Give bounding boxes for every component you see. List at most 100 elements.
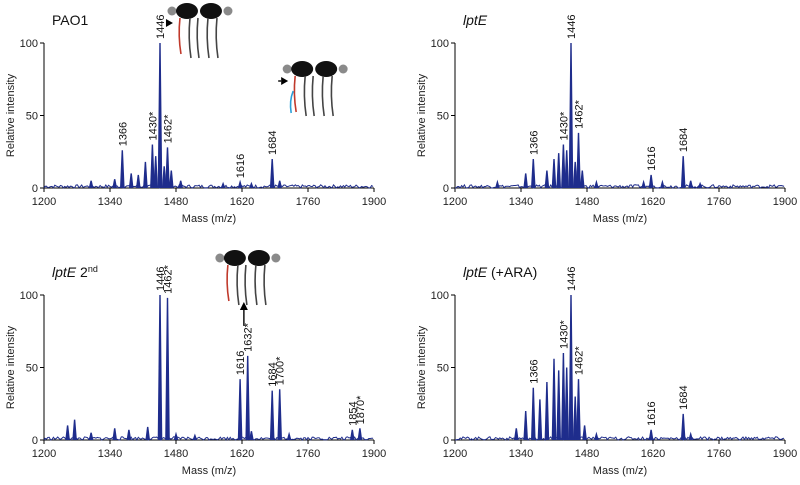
- spectrum-peak: [112, 179, 117, 189]
- spectrum-peak: [237, 179, 243, 189]
- spectrum-panel-2: 0 50 100 1200 1340 1480 1620 1760 1900 Mass (m/z)…: [416, 12, 797, 225]
- x-tick-label: 1620: [641, 196, 665, 208]
- spectrum-peak: [568, 294, 574, 441]
- phosphate-icon: [167, 6, 177, 16]
- spectrum-peak: [112, 428, 117, 441]
- peak-label: 1462*: [574, 99, 586, 128]
- x-tick-label: 1620: [641, 448, 665, 460]
- peak-label: 1462*: [163, 114, 175, 143]
- x-tick-label: 1480: [575, 196, 599, 208]
- acyl-chain-icon: [178, 17, 182, 55]
- acyl-chain-icon: [226, 264, 230, 302]
- spectrum-peak: [161, 166, 167, 189]
- x-tick-label: 1760: [296, 448, 320, 460]
- x-tick-label: 1620: [230, 196, 254, 208]
- title-italic: lptE: [52, 264, 77, 280]
- spectrum-peak: [269, 390, 275, 441]
- spectrum-peak: [277, 389, 282, 441]
- x-tick-label: 1200: [443, 196, 467, 208]
- peak-label: 1366: [117, 122, 129, 146]
- y-tick-label: 50: [437, 111, 449, 123]
- sugar-head-icon: [175, 3, 198, 19]
- x-tick-label: 1200: [443, 448, 467, 460]
- peak-label: 1854: [347, 401, 359, 425]
- sugar-head-icon: [291, 61, 314, 77]
- spectrum-panel-3: 0 50 100 1200 1340 1480 1620 1760 1900 Mass (m/z)…: [5, 250, 386, 477]
- x-tick-label: 1340: [509, 196, 533, 208]
- peak-label: 1446: [566, 267, 578, 291]
- panel-title: lptE (+ARA): [463, 264, 537, 280]
- x-tick-label: 1760: [707, 448, 731, 460]
- spectrum-peak: [145, 426, 150, 441]
- acyl-chain-icon: [263, 264, 267, 306]
- spectrum-peak: [580, 170, 585, 189]
- spectrum-peak: [648, 429, 654, 441]
- spectrum-peak: [165, 297, 170, 441]
- spectrum-peak: [350, 429, 355, 441]
- arrow-head-icon: [239, 302, 248, 310]
- peak-label: 1684: [267, 131, 279, 155]
- y-axis-label: Relative intensity: [416, 325, 428, 409]
- peak-label: 1366: [528, 131, 540, 155]
- phosphate-icon: [223, 6, 233, 16]
- spectrum-peak: [157, 42, 163, 189]
- spectrum-peak: [136, 174, 141, 189]
- y-tick-label: 0: [443, 183, 449, 195]
- x-axis-label: Mass (m/z): [593, 465, 647, 477]
- x-tick-label: 1340: [509, 448, 533, 460]
- y-axis-label: Relative intensity: [416, 73, 428, 157]
- acyl-chain-icon: [236, 264, 240, 306]
- sugar-head-icon: [223, 250, 246, 266]
- peak-label: 1870*: [355, 395, 367, 424]
- spectrum-peak: [641, 179, 646, 189]
- spectrum-peak: [126, 429, 132, 441]
- acyl-chain-icon: [244, 264, 248, 306]
- spectrum-peak: [65, 425, 70, 441]
- spectrum-peak: [286, 431, 292, 441]
- spectrum-peak: [568, 42, 574, 189]
- spectrum-peak: [531, 387, 536, 441]
- spectrum-peak: [576, 132, 581, 189]
- peak-label: 1616: [646, 146, 658, 170]
- x-tick-label: 1200: [32, 196, 56, 208]
- arrow-head-icon: [281, 77, 289, 85]
- y-tick-label: 100: [431, 290, 449, 302]
- x-tick-label: 1900: [773, 196, 797, 208]
- spectrum-peak: [523, 410, 528, 441]
- spectrum-peak: [357, 428, 363, 441]
- peak-label: 1462*: [163, 264, 175, 293]
- peak-label: 1684: [267, 362, 279, 386]
- spectrum-peak: [128, 173, 134, 189]
- peak-label: 1430*: [147, 111, 159, 140]
- spectrum-peak: [120, 150, 125, 189]
- acyl-chain-icon: [206, 17, 210, 59]
- sugar-head-icon: [247, 250, 270, 266]
- spectrum-peak: [523, 173, 528, 189]
- spectrum-peak: [269, 158, 275, 189]
- title-superscript: nd: [88, 264, 98, 274]
- sugar-head-icon: [199, 3, 222, 19]
- x-tick-label: 1900: [362, 196, 386, 208]
- peak-label: 1616: [235, 351, 247, 375]
- spectrum-peak: [173, 431, 179, 441]
- spectrum-peak: [688, 180, 693, 189]
- spectrum-peak: [564, 150, 569, 189]
- x-axis-label: Mass (m/z): [182, 465, 236, 477]
- spectrum-peak: [688, 431, 693, 441]
- phosphate-icon: [338, 64, 348, 74]
- spectrum-peak: [572, 161, 578, 189]
- spectrum-peak: [556, 153, 561, 189]
- panel-title: PAO1: [52, 12, 89, 28]
- peak-label: 1446: [155, 267, 167, 291]
- x-axis-label: Mass (m/z): [593, 213, 647, 225]
- x-tick-label: 1900: [773, 448, 797, 460]
- spectrum-peak: [143, 161, 148, 189]
- phosphate-icon: [282, 64, 292, 74]
- spectrum-peak: [277, 180, 282, 189]
- acyl-chain-icon: [196, 17, 200, 59]
- x-tick-label: 1760: [707, 196, 731, 208]
- panel-title: lptE: [463, 12, 488, 28]
- spectrum-peak: [178, 180, 183, 189]
- peak-label: 1684: [678, 385, 690, 409]
- x-tick-label: 1340: [98, 196, 122, 208]
